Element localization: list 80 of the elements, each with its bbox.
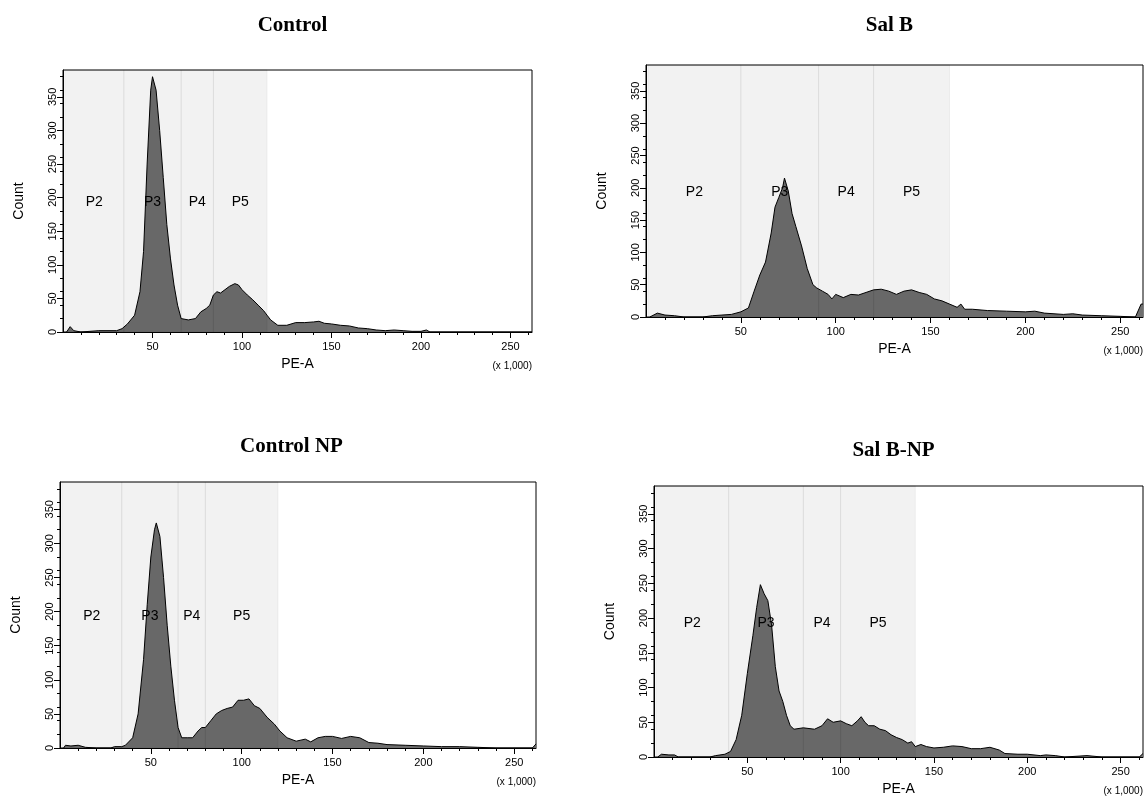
y-tick-label: 0 [42, 744, 55, 752]
y-tick-label: 0 [636, 753, 649, 761]
y-tick-label: 350 [636, 504, 649, 523]
text: (x 1,000) [1103, 784, 1144, 796]
x-tick-label: 100 [232, 755, 251, 768]
y-tick-label: 350 [628, 81, 641, 101]
y-tick-label: 350 [42, 500, 55, 519]
x-tick-label: 150 [921, 324, 940, 337]
y-tick-label: 300 [628, 113, 641, 133]
x-axis-title: PE-A [281, 354, 315, 371]
x-tick-label: 200 [1016, 324, 1035, 337]
x-tick-label: 100 [826, 324, 845, 337]
x-tick-label: 200 [414, 755, 433, 768]
x-tick-label: 100 [831, 764, 850, 777]
band-label: P2 [83, 607, 101, 623]
y-tick-label: 200 [45, 188, 58, 207]
x-tick-label: 150 [924, 764, 944, 777]
y-tick-label: 300 [42, 534, 55, 553]
x-tick-label: 200 [1018, 764, 1037, 777]
y-tick-label: 300 [636, 539, 649, 558]
y-tick-label: 150 [628, 210, 641, 230]
y-tick-label: 200 [42, 602, 55, 621]
y-tick-label: 250 [628, 146, 641, 165]
y-tick-label: 0 [628, 313, 641, 321]
y-tick-label: 350 [45, 87, 58, 107]
y-tick-label: 50 [628, 278, 641, 291]
x-tick-label: 150 [323, 755, 342, 768]
band-label: P4 [837, 183, 855, 199]
x-tick-label: 50 [741, 764, 754, 777]
y-tick-label: 50 [45, 292, 58, 305]
x-axis-title: PE-A [281, 770, 315, 787]
y-tick-label: 100 [628, 243, 641, 262]
y-tick-label: 150 [45, 222, 58, 241]
y-tick-label: 0 [45, 328, 58, 336]
chart-title: Sal B [865, 11, 914, 36]
band-label: P5 [903, 183, 921, 199]
y-tick-label: 250 [45, 154, 58, 174]
y-tick-label: 100 [45, 255, 58, 274]
chart-title: Control [257, 11, 328, 36]
y-axis-title: Count [10, 182, 26, 220]
x-tick-label: 50 [734, 324, 747, 337]
band-label: P5 [233, 607, 251, 623]
y-tick-label: 200 [628, 178, 641, 197]
text: (x 1,000) [496, 775, 537, 787]
band-label: P5 [869, 613, 887, 630]
y-axis-title: Count [601, 602, 617, 641]
x-axis-title: PE-A [882, 779, 916, 796]
band-label: P2 [685, 183, 704, 199]
band-label: P5 [231, 193, 249, 209]
y-tick-label: 100 [42, 670, 55, 689]
y-tick-label: 250 [42, 568, 55, 587]
text: (x 1,000) [492, 359, 533, 371]
x-tick-label: 250 [1111, 764, 1130, 777]
y-tick-label: 150 [42, 636, 55, 655]
chart-title: Sal B-NP [852, 436, 935, 461]
chart-title: Control NP [240, 432, 344, 457]
x-tick-label: 50 [146, 339, 159, 352]
band-label: P2 [683, 613, 702, 630]
y-tick-label: 50 [636, 716, 649, 729]
x-axis-title: PE-A [878, 339, 912, 356]
y-tick-label: 250 [636, 574, 649, 593]
x-tick-label: 50 [144, 755, 157, 768]
y-tick-label: 100 [636, 678, 649, 697]
band-label: P4 [183, 607, 201, 623]
x-tick-label: 250 [1111, 324, 1130, 337]
y-axis-title: Count [593, 172, 609, 210]
y-tick-label: 150 [636, 643, 649, 662]
band-label: P4 [188, 193, 207, 209]
y-axis-title: Count [7, 596, 23, 634]
text: (x 1,000) [1103, 344, 1144, 356]
x-tick-label: 200 [411, 339, 431, 352]
x-tick-label: 150 [322, 339, 341, 352]
x-tick-label: 250 [501, 339, 520, 352]
y-tick-label: 300 [45, 121, 58, 140]
y-tick-label: 50 [42, 707, 55, 721]
x-tick-label: 250 [505, 755, 524, 768]
y-tick-label: 200 [636, 608, 649, 628]
band-label: P2 [85, 193, 104, 209]
x-tick-label: 100 [232, 339, 252, 352]
band-label: P4 [813, 613, 831, 630]
